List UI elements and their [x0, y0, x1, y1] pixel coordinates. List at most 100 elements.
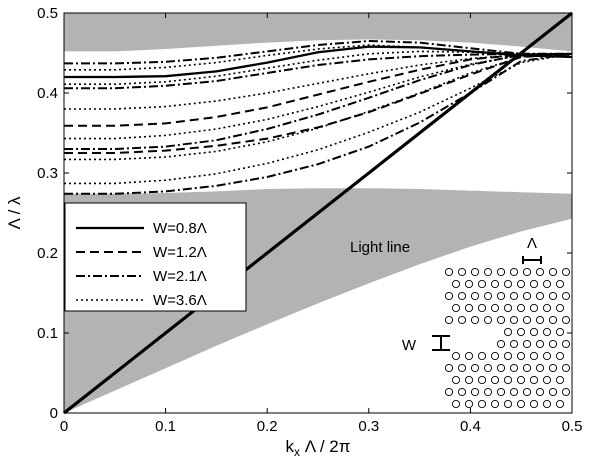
lattice-hole	[503, 351, 513, 361]
lattice-hole	[457, 291, 467, 301]
series-3-curve-3	[64, 52, 573, 150]
lattice-hole	[464, 351, 474, 361]
lattice-hole	[522, 363, 532, 373]
x-tick-label: 0.3	[358, 418, 379, 435]
legend: W=0.8Λ W=1.2Λ W=2.1Λ W=3.6Λ	[64, 202, 247, 312]
lattice-hole	[464, 375, 474, 385]
lattice-hole	[529, 279, 539, 289]
lattice-hole	[503, 399, 513, 409]
lattice-hole	[496, 291, 506, 301]
lattice-hole	[470, 387, 480, 397]
series-3-curve-4	[64, 52, 573, 195]
lattice-hole	[451, 399, 461, 409]
lattice-hole	[490, 399, 500, 409]
lattice-hole	[548, 387, 558, 397]
lattice-hole	[542, 375, 552, 385]
lattice-hole	[516, 327, 526, 337]
lattice-hole	[535, 363, 545, 373]
width-marker	[432, 335, 450, 351]
lattice-hole	[548, 363, 558, 373]
lattice-hole	[490, 351, 500, 361]
lattice-hole	[516, 351, 526, 361]
lattice-hole	[542, 279, 552, 289]
series-4-curve-1	[64, 44, 572, 71]
lattice-hole	[555, 327, 565, 337]
lattice-hole	[535, 387, 545, 397]
light-line	[63, 11, 573, 415]
lattice-hole	[561, 339, 571, 349]
lattice-hole	[451, 303, 461, 313]
x-tick-label: 0	[60, 418, 68, 435]
width-label: W	[402, 337, 417, 354]
lattice-hole	[509, 339, 519, 349]
legend-label: W=3.6Λ	[153, 292, 207, 309]
lattice-hole	[477, 279, 487, 289]
lattice-hole	[496, 315, 506, 325]
lattice-hole	[509, 363, 519, 373]
lattice-hole	[496, 363, 506, 373]
x-tick-label: 0.4	[460, 418, 481, 435]
series-4-curve-4	[64, 53, 573, 140]
lattice-hole	[509, 387, 519, 397]
lattice-hole	[444, 291, 454, 301]
lattice-hole	[555, 375, 565, 385]
lattice-hole	[477, 399, 487, 409]
lattice-hole	[496, 387, 506, 397]
legend-label: W=1.2Λ	[153, 244, 207, 261]
lattice-hole	[464, 279, 474, 289]
plot-frame	[63, 12, 573, 414]
lattice-hole	[444, 363, 454, 373]
lattice-hole	[516, 399, 526, 409]
lattice-hole	[516, 375, 526, 385]
series-4-curve-2	[64, 50, 572, 85]
lattice-hole	[503, 303, 513, 313]
lattice-hole	[503, 375, 513, 385]
lattice-hole	[451, 279, 461, 289]
legend-box	[64, 202, 247, 312]
axis-ticks: 0 0.1 0.2 0.3 0.4 0.5 0 0.1 0.2 0.3 0.4 0.5	[37, 5, 582, 435]
series-4-curve-3	[64, 53, 573, 110]
lattice-hole	[477, 303, 487, 313]
lattice-hole	[470, 315, 480, 325]
lattice-constant-marker	[522, 256, 542, 264]
lattice-hole	[496, 339, 506, 349]
x-axis-title: kx Λ / 2π	[286, 437, 351, 459]
lattice-hole	[509, 315, 519, 325]
legend-label: W=2.1Λ	[153, 268, 207, 285]
lattice-hole	[522, 387, 532, 397]
lattice-hole	[542, 303, 552, 313]
lattice-hole	[529, 327, 539, 337]
series-3-curve-2	[64, 52, 572, 90]
lattice-hole	[548, 339, 558, 349]
crystal-lattice-inset	[432, 256, 572, 413]
lattice-hole	[529, 351, 539, 361]
lattice-hole	[483, 267, 493, 277]
lattice-hole	[535, 315, 545, 325]
lattice-hole	[561, 291, 571, 301]
series-4-curve-5	[64, 53, 573, 161]
lattice-hole	[535, 339, 545, 349]
y-tick-label: 0.3	[37, 165, 58, 182]
y-tick-label: 0	[50, 405, 58, 422]
lattice-hole	[561, 387, 571, 397]
lattice-hole	[529, 399, 539, 409]
lattice-hole	[457, 315, 467, 325]
lattice-hole	[457, 387, 467, 397]
lattice-hole	[483, 315, 493, 325]
y-tick-label: 0.1	[37, 325, 58, 342]
upper-shaded-region	[64, 13, 572, 52]
lattice-hole	[457, 267, 467, 277]
lattice-hole	[555, 399, 565, 409]
light-line-label: Light line	[350, 239, 410, 256]
lattice-hole	[464, 399, 474, 409]
lattice-hole	[548, 315, 558, 325]
lattice-hole	[535, 291, 545, 301]
lattice-hole	[542, 399, 552, 409]
lattice-hole	[444, 267, 454, 277]
lattice-hole	[522, 339, 532, 349]
series-2-curve-2	[64, 52, 573, 154]
lattice-hole	[464, 303, 474, 313]
lattice-hole	[483, 387, 493, 397]
lattice-hole	[555, 351, 565, 361]
